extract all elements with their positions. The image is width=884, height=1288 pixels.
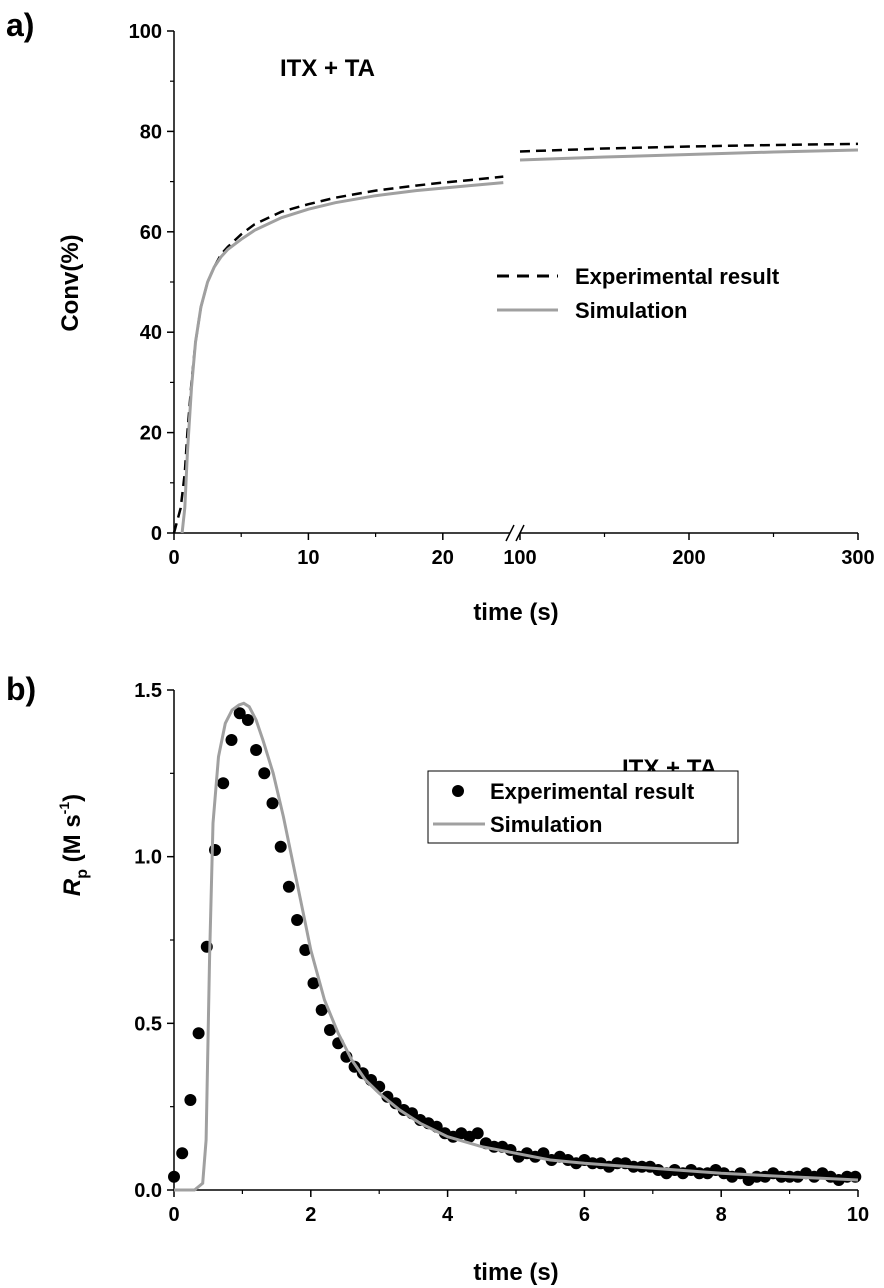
panel-a-x-tick-label: 20 — [432, 547, 454, 569]
panel-b-experimental-point — [176, 1147, 189, 1160]
panel-b-y-tick-label: 1.0 — [134, 847, 162, 869]
panel-b-ylabel-sub: p — [74, 869, 91, 879]
panel-b: b) ITX + TA Rp (M s-1) time (s) 0.00.51.… — [6, 671, 869, 1286]
panel-a-simulation-line — [519, 148, 859, 162]
panel-b-xlabel: time (s) — [473, 1259, 558, 1286]
panel-a-legend-simulation-label: Simulation — [575, 298, 687, 323]
panel-b-legend: Experimental result Simulation — [427, 770, 739, 844]
panel-b-experimental-point — [241, 714, 254, 726]
panel-a-axis-break-mark — [505, 524, 515, 542]
panel-a-label: a) — [6, 7, 34, 43]
panel-b-experimental-point — [225, 734, 238, 746]
panel-b-experimental-point — [250, 744, 263, 756]
panel-a-y-tick-label: 60 — [140, 222, 162, 244]
panel-b-legend-experimental-label: Experimental result — [490, 779, 695, 804]
panel-b-experimental-point — [184, 1094, 197, 1106]
panel-b-experimental-point — [282, 880, 295, 893]
panel-b-ylabel-sup: -1 — [56, 802, 72, 815]
panel-a-y-tick-label: 40 — [140, 322, 162, 344]
panel-b-x-tick-label: 8 — [716, 1204, 727, 1226]
panel-b-legend-simulation-label: Simulation — [490, 812, 602, 837]
panel-b-experimental-point — [233, 707, 246, 720]
panel-b-experimental-point — [192, 1027, 205, 1040]
panel-b-experimental-point — [299, 944, 312, 956]
panel-b-y-tick-label: 0.0 — [134, 1180, 162, 1202]
panel-b-ylabel-unit: (M s — [59, 814, 86, 869]
panel-a-x-tick-label: 200 — [672, 547, 705, 569]
panel-a-axes: 0 20 40 60 80 100 0 10 20 100 200 300 — [129, 21, 875, 569]
panel-a-plot-area — [172, 142, 859, 534]
panel-a-x-tick-label: 10 — [297, 547, 319, 569]
panel-b-simulation-line — [174, 701, 859, 1192]
panel-b-ylabel-close: ) — [59, 794, 86, 802]
panel-a-y-tick-label: 100 — [129, 21, 162, 43]
panel-b-experimental-point — [389, 1097, 402, 1110]
panel-a-ylabel: Conv(%) — [57, 234, 84, 331]
panel-b-y-tick-label: 0.5 — [134, 1013, 162, 1035]
panel-a-annotation: ITX + TA — [280, 55, 375, 82]
panel-b-legend-experimental-swatch — [452, 785, 464, 797]
panel-a-experimental-line — [172, 175, 504, 534]
panel-b-experimental-point — [266, 797, 279, 810]
panel-a-x-tick-label: 0 — [168, 547, 179, 569]
panel-b-plot-area — [168, 701, 862, 1192]
panel-b-experimental-point — [381, 1090, 394, 1103]
panel-b-x-tick-label: 4 — [442, 1204, 454, 1226]
panel-b-x-tick-label: 2 — [305, 1204, 316, 1226]
panel-b-ylabel: Rp (M s-1) — [56, 794, 91, 896]
panel-b-experimental-point — [217, 777, 230, 790]
panel-b-y-tick-label: 1.5 — [134, 680, 162, 702]
panel-b-x-tick-label: 0 — [168, 1204, 179, 1226]
panel-b-x-tick-label: 6 — [579, 1204, 590, 1226]
panel-b-experimental-point — [324, 1024, 336, 1036]
panel-b-legend-box — [427, 770, 739, 844]
panel-a-y-tick-label: 0 — [151, 523, 162, 545]
panel-b-experimental-point — [168, 1170, 180, 1183]
panel-b-ylabel-main: R — [59, 878, 86, 896]
panel-b-experimental-point — [258, 767, 271, 780]
panel-b-experimental-point — [471, 1127, 484, 1140]
panel-a-x-tick-label: 300 — [841, 547, 874, 569]
panel-a-experimental-line — [519, 142, 859, 153]
panel-a-legend: Experimental result Simulation — [497, 264, 780, 323]
panel-b-experimental-point — [537, 1147, 550, 1160]
panel-a-y-tick-label: 80 — [140, 121, 162, 143]
panel-b-experimental-point — [274, 840, 287, 853]
panel-b-experimental-point — [307, 977, 320, 990]
panel-a-xlabel: time (s) — [473, 599, 558, 626]
panel-b-axes: 0.0 0.5 1.0 1.5 0 2 4 6 8 10 — [134, 680, 869, 1226]
panel-a: a) ITX + TA Conv(%) time (s) 0 20 40 60 80 10… — [6, 7, 875, 626]
panel-b-x-tick-label: 10 — [847, 1204, 869, 1226]
panel-a-y-tick-label: 20 — [140, 423, 162, 445]
panel-b-label: b) — [6, 671, 36, 707]
panel-a-legend-experimental-label: Experimental result — [575, 264, 780, 289]
panel-b-experimental-point — [315, 1004, 328, 1016]
panel-a-simulation-line — [180, 181, 504, 534]
panel-b-experimental-point — [291, 914, 304, 926]
panel-a-x-tick-label: 100 — [503, 547, 536, 569]
